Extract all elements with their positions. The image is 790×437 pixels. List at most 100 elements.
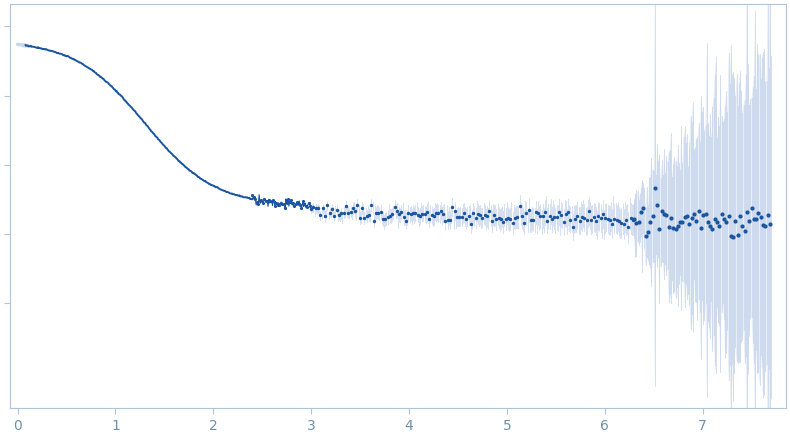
Point <box>390 207 403 214</box>
Point <box>356 205 368 212</box>
Point <box>604 217 616 224</box>
Point <box>536 212 549 219</box>
Point <box>342 209 355 216</box>
Point <box>592 212 604 219</box>
Point <box>318 212 331 219</box>
Point <box>479 211 491 218</box>
Point <box>646 212 659 219</box>
Point <box>404 210 417 217</box>
Point <box>656 208 668 215</box>
Point <box>485 218 498 225</box>
Point <box>397 214 410 221</box>
Point <box>386 211 398 218</box>
Point <box>344 208 357 215</box>
Point <box>487 212 500 219</box>
Point <box>653 225 666 232</box>
Point <box>683 220 696 227</box>
Point <box>667 225 679 232</box>
Point <box>280 199 293 206</box>
Point <box>587 214 600 221</box>
Point <box>476 215 489 222</box>
Point <box>637 205 649 212</box>
Point <box>634 209 647 216</box>
Point <box>699 211 712 218</box>
Point <box>465 220 477 227</box>
Point <box>414 213 427 220</box>
Point <box>514 202 526 209</box>
Point <box>534 212 547 219</box>
Point <box>574 217 586 224</box>
Point <box>289 201 302 208</box>
Point <box>581 217 593 224</box>
Point <box>583 208 596 215</box>
Point <box>711 218 724 225</box>
Point <box>762 211 774 218</box>
Point <box>626 216 639 223</box>
Point <box>613 218 626 225</box>
Point <box>284 198 296 205</box>
Point <box>557 219 570 226</box>
Point <box>639 233 652 240</box>
Point <box>258 195 271 202</box>
Point <box>455 214 468 221</box>
Point <box>509 215 521 222</box>
Point <box>317 205 329 212</box>
Point <box>291 198 303 205</box>
Point <box>546 215 559 222</box>
Point <box>492 214 505 221</box>
Point <box>727 233 739 240</box>
Point <box>307 204 320 211</box>
Point <box>662 223 675 230</box>
Point <box>544 213 556 220</box>
Point <box>548 213 561 220</box>
Point <box>527 216 540 223</box>
Point <box>497 218 510 225</box>
Point <box>328 213 340 220</box>
Point <box>541 217 554 224</box>
Point <box>321 202 333 209</box>
Point <box>467 210 480 217</box>
Point <box>418 210 431 217</box>
Point <box>370 210 382 217</box>
Point <box>601 215 614 222</box>
Point <box>304 202 317 209</box>
Point <box>551 214 563 221</box>
Point <box>702 218 714 225</box>
Point <box>303 200 315 207</box>
Point <box>402 209 415 216</box>
Point <box>254 198 266 205</box>
Point <box>323 209 336 216</box>
Point <box>299 202 312 209</box>
Point <box>651 202 664 209</box>
Point <box>451 214 464 221</box>
Point <box>374 208 387 215</box>
Point <box>265 198 278 205</box>
Point <box>681 213 694 220</box>
Point <box>442 216 454 223</box>
Point <box>347 205 359 212</box>
Point <box>764 220 777 227</box>
Point <box>432 210 445 217</box>
Point <box>457 209 470 216</box>
Point <box>649 184 661 191</box>
Point <box>676 218 689 225</box>
Point <box>294 202 307 209</box>
Point <box>704 222 717 229</box>
Point <box>430 209 442 216</box>
Point <box>495 215 507 222</box>
Point <box>490 215 502 222</box>
Point <box>363 212 375 218</box>
Point <box>335 210 348 217</box>
Point <box>301 203 314 210</box>
Point <box>576 214 589 221</box>
Point <box>337 209 350 216</box>
Point <box>692 207 705 214</box>
Point <box>249 196 261 203</box>
Point <box>246 191 259 198</box>
Point <box>247 194 260 201</box>
Point <box>437 210 450 217</box>
Point <box>382 213 394 220</box>
Point <box>741 208 754 215</box>
Point <box>255 196 268 203</box>
Point <box>284 197 297 204</box>
